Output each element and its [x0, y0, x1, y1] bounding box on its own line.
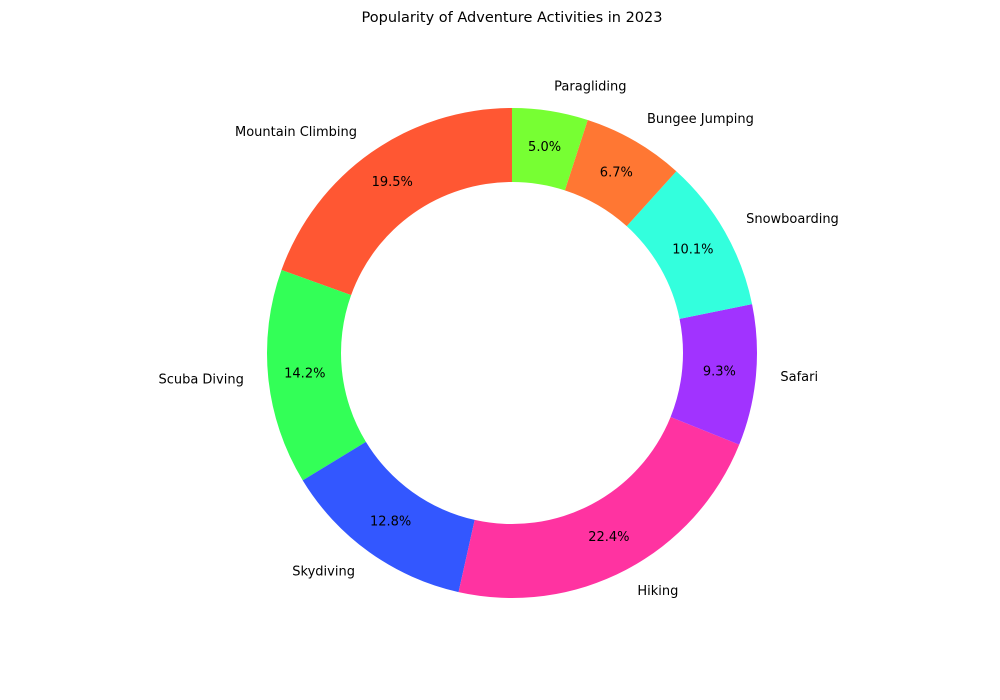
slice-safari	[670, 304, 758, 445]
label-hiking: Hiking	[637, 584, 678, 599]
pct-hiking: 22.4%	[588, 530, 629, 545]
slice-scuba-diving	[267, 270, 366, 481]
pct-scuba-diving: 14.2%	[284, 366, 325, 381]
pct-skydiving: 12.8%	[370, 515, 411, 530]
slice-bungee-jumping	[564, 119, 677, 227]
pct-mountain-climbing: 19.5%	[372, 175, 413, 190]
chart-title: Popularity of Adventure Activities in 20…	[362, 10, 663, 26]
pct-paragliding: 5.0%	[528, 140, 561, 155]
pct-snowboarding: 10.1%	[672, 242, 713, 257]
pct-bungee-jumping: 6.7%	[600, 165, 633, 180]
label-mountain-climbing: Mountain Climbing	[235, 125, 357, 140]
label-bungee-jumping: Bungee Jumping	[647, 112, 754, 127]
slice-skydiving	[302, 441, 475, 593]
slice-snowboarding	[626, 171, 753, 319]
slice-paragliding	[512, 108, 588, 191]
pct-safari: 9.3%	[703, 364, 736, 379]
label-snowboarding: Snowboarding	[746, 212, 839, 227]
label-safari: Safari	[780, 370, 818, 385]
slice-mountain-climbing	[281, 108, 512, 296]
percent-labels: 19.5% 14.2% 12.8% 22.4% 9.3% 10.1% 6.7% 5.0%	[284, 140, 736, 545]
label-paragliding: Paragliding	[554, 79, 626, 94]
slice-hiking	[458, 416, 740, 598]
donut-slices	[267, 108, 758, 598]
label-scuba-diving: Scuba Diving	[158, 373, 243, 388]
category-labels: Mountain Climbing Scuba Diving Skydiving Hi…	[158, 79, 838, 599]
label-skydiving: Skydiving	[292, 565, 355, 580]
